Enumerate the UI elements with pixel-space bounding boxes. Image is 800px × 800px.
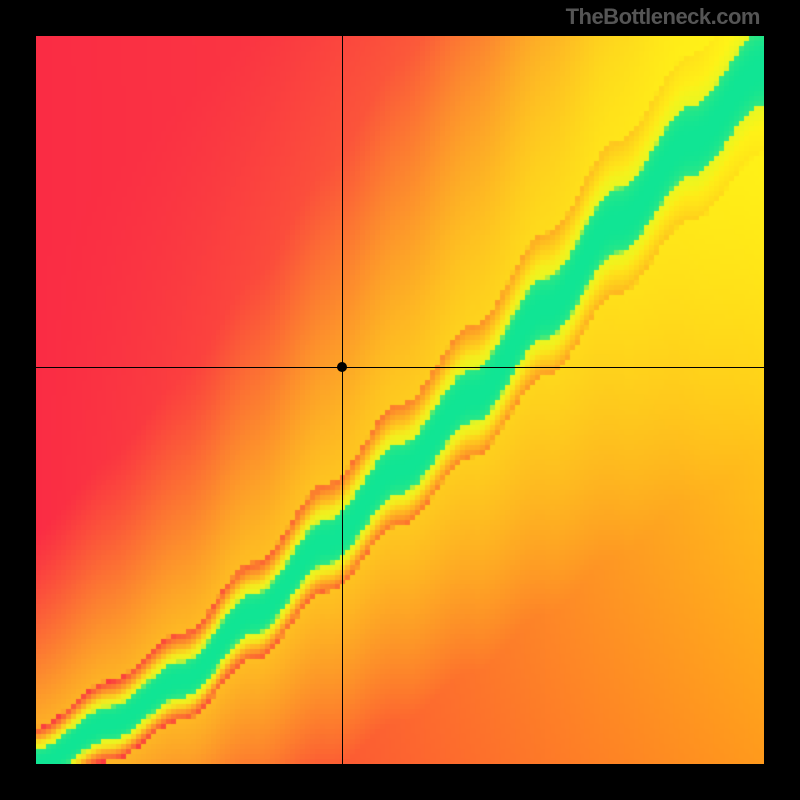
crosshair-horizontal (36, 367, 764, 368)
watermark-text: TheBottleneck.com (566, 4, 760, 30)
data-point-marker (337, 362, 347, 372)
heatmap-canvas (36, 36, 764, 764)
crosshair-vertical (342, 36, 343, 764)
plot-area (36, 36, 764, 764)
